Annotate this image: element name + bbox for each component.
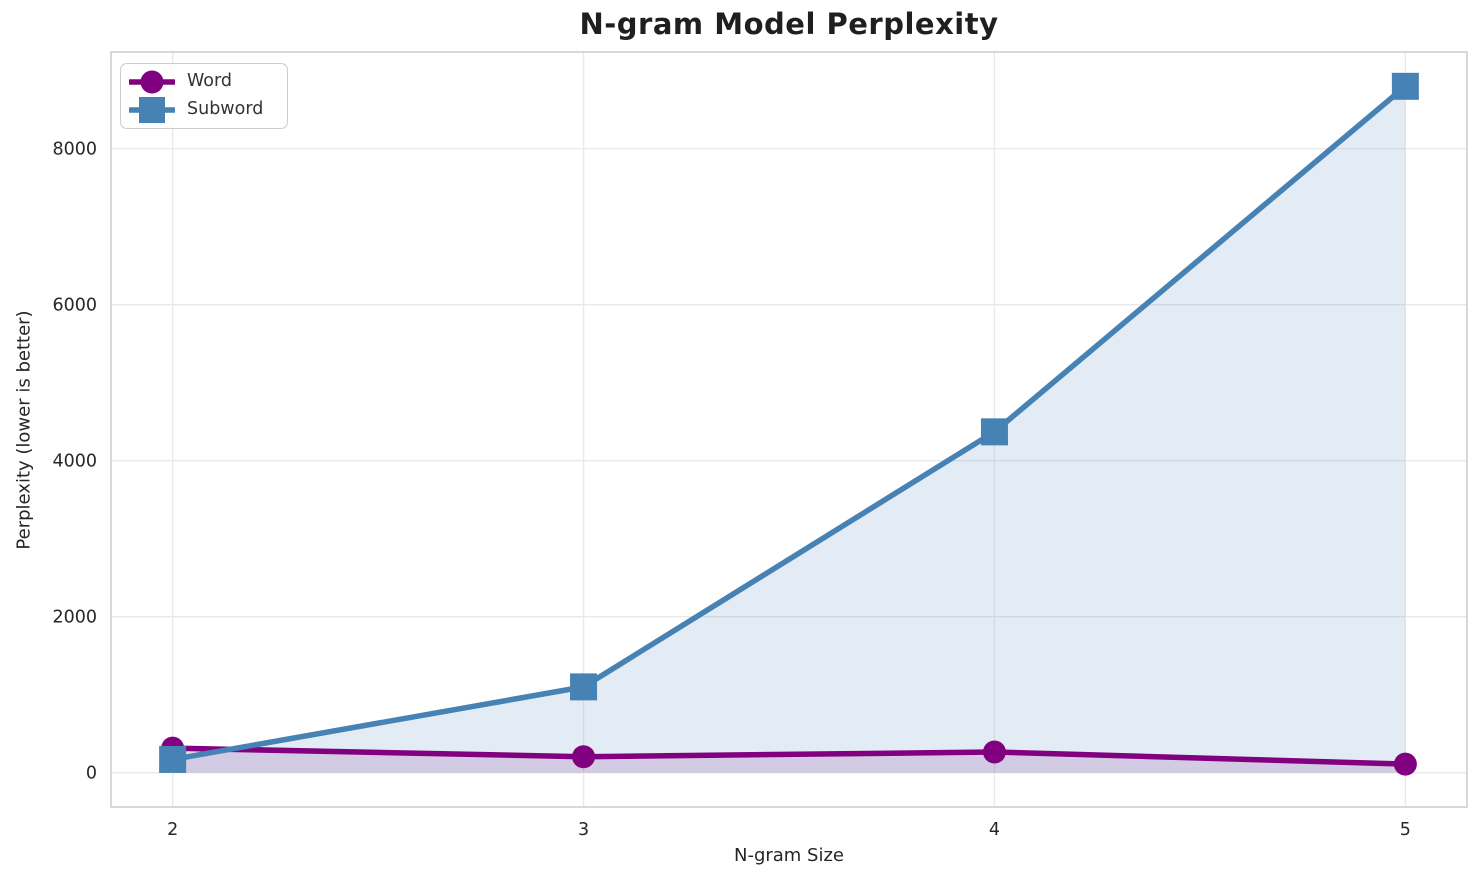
chart-title: N-gram Model Perplexity xyxy=(579,7,999,41)
subword-area-fill xyxy=(172,86,1406,773)
legend-label-word: Word xyxy=(187,71,232,92)
legend: Word Subword xyxy=(120,63,288,129)
subword-data-point xyxy=(159,745,187,773)
x-tick-label: 4 xyxy=(989,820,1000,840)
x-axis-label: N-gram Size xyxy=(733,845,845,866)
word-data-point xyxy=(1393,752,1417,776)
legend-item-word: Word xyxy=(127,68,277,96)
subword-data-point xyxy=(980,418,1008,446)
subword-line-square-marker-icon xyxy=(127,96,177,124)
x-tick-label: 2 xyxy=(167,820,178,840)
y-tick-label: 2000 xyxy=(52,608,97,628)
subword-series-line xyxy=(169,83,1409,763)
legend-item-subword: Subword xyxy=(127,96,277,124)
y-tick-label: 8000 xyxy=(52,140,97,160)
word-line-circle-marker-icon xyxy=(127,68,177,96)
axes-frame xyxy=(110,51,1468,808)
x-tick-label: 5 xyxy=(1400,820,1411,840)
word-data-point xyxy=(982,740,1006,764)
word-area-fill xyxy=(172,748,1406,773)
y-axis-label: Perplexity (lower is better) xyxy=(13,310,35,550)
legend-label-subword: Subword xyxy=(187,99,264,120)
y-tick-label: 6000 xyxy=(52,296,97,316)
subword-data-point xyxy=(570,673,598,701)
y-tick-label: 0 xyxy=(86,764,97,784)
x-tick-label: 3 xyxy=(578,820,589,840)
subword-data-point xyxy=(1391,72,1419,100)
word-data-point xyxy=(572,745,596,769)
y-tick-label: 4000 xyxy=(52,452,97,472)
word-series-line xyxy=(169,745,1409,767)
